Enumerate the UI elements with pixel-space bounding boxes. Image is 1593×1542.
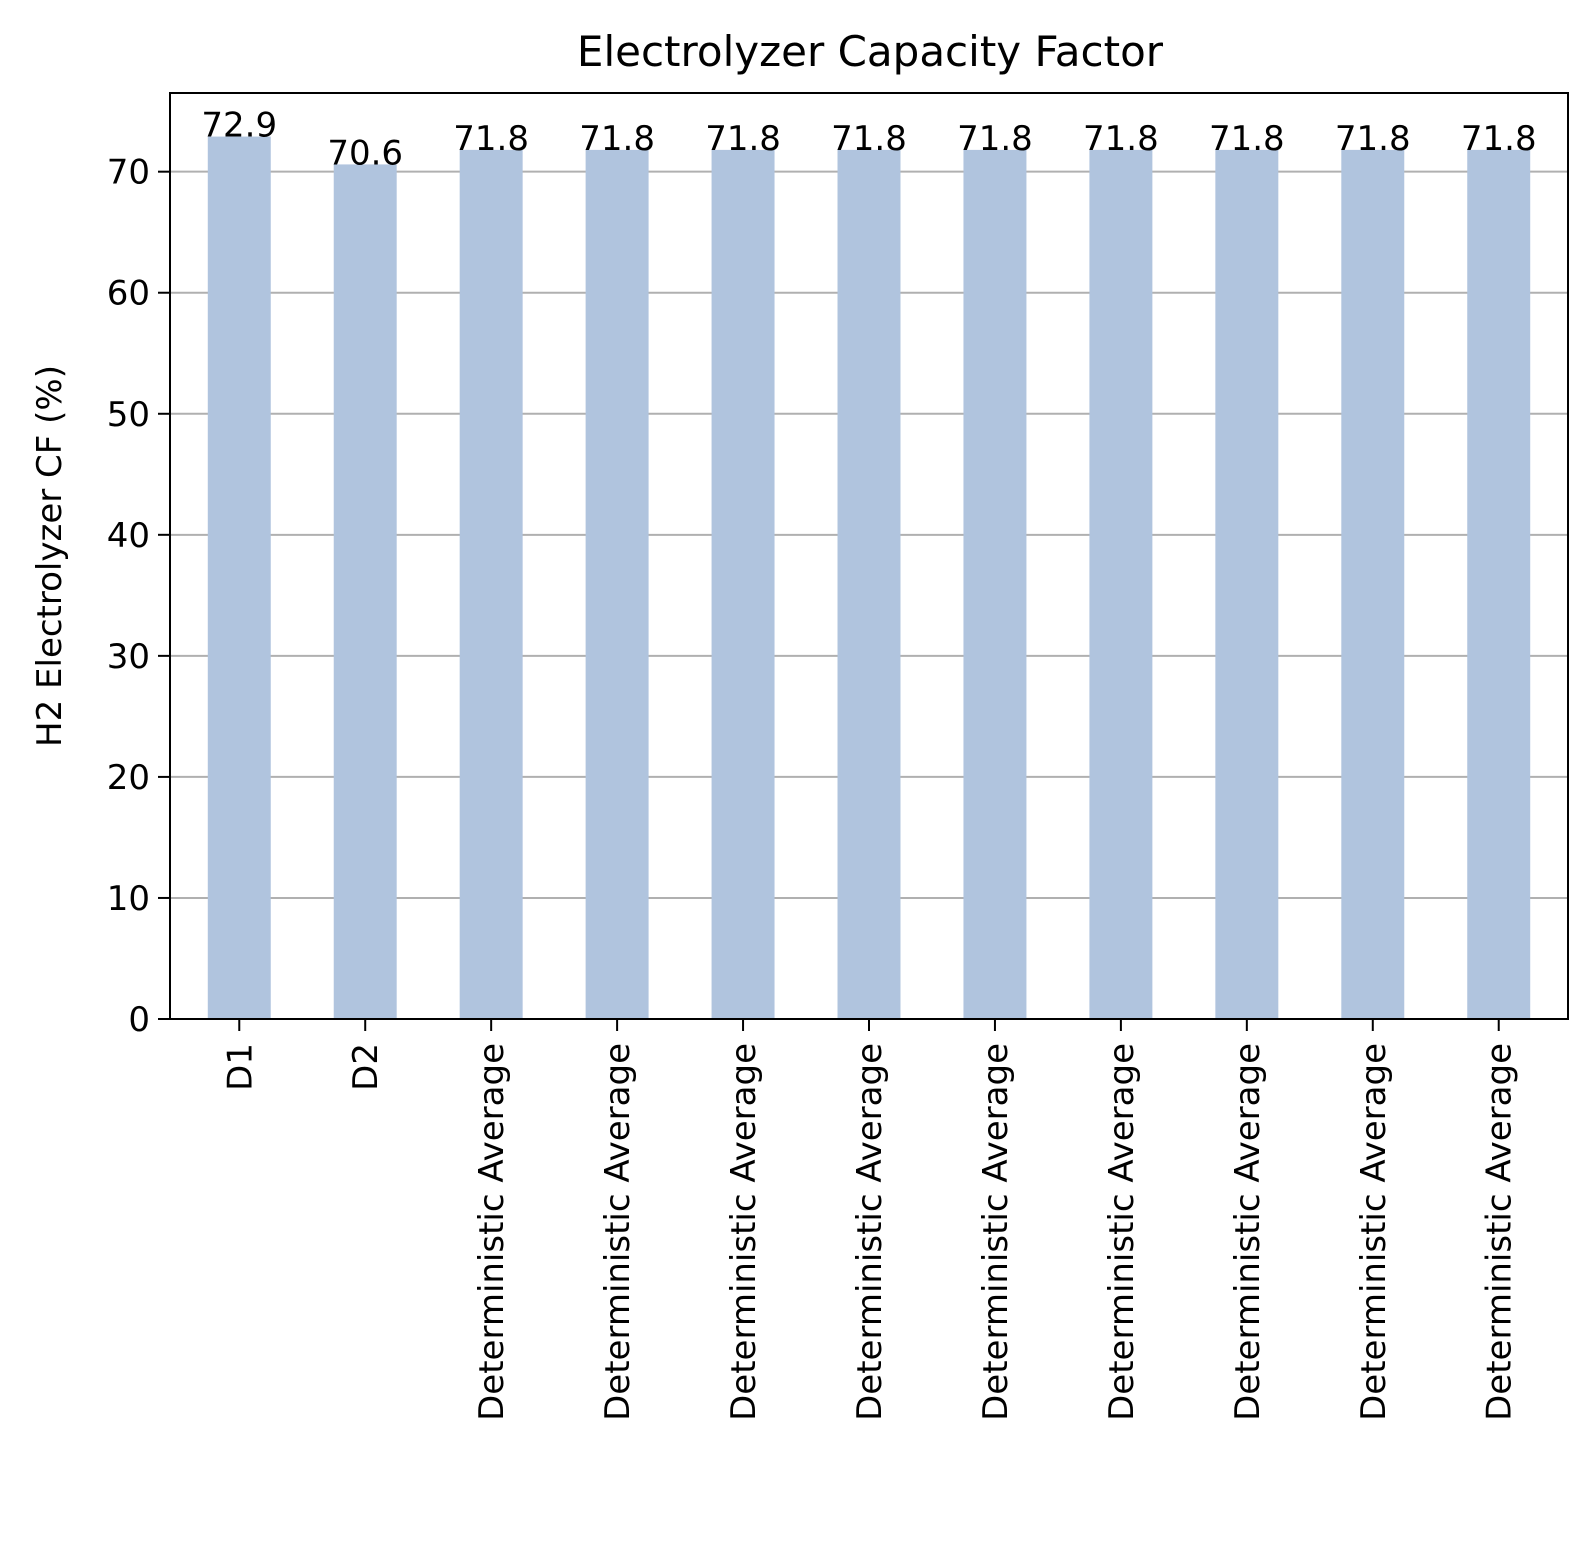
- bar: [963, 149, 1027, 1020]
- chart-title: Electrolyzer Capacity Factor: [577, 27, 1164, 76]
- bar: [1467, 149, 1531, 1020]
- x-tick-label: Deterministic Average: [1354, 1043, 1394, 1421]
- bar: [1089, 149, 1153, 1020]
- y-tick-label: 10: [107, 879, 150, 919]
- x-tick-label: Deterministic Average: [850, 1043, 890, 1421]
- bar-value-label: 71.8: [1461, 119, 1537, 159]
- bar: [1341, 149, 1405, 1020]
- bar: [1215, 149, 1279, 1020]
- bar: [333, 164, 397, 1019]
- bar-value-label: 72.9: [201, 106, 277, 146]
- bar-value-label: 71.8: [579, 119, 655, 159]
- bar: [837, 149, 901, 1020]
- bar-value-label: 71.8: [831, 119, 907, 159]
- x-tick-label: Deterministic Average: [1228, 1043, 1268, 1421]
- bar-value-label: 71.8: [1209, 119, 1285, 159]
- x-tick-label: Deterministic Average: [976, 1043, 1016, 1421]
- bar: [207, 136, 271, 1019]
- y-tick-label: 40: [107, 516, 150, 556]
- bar-value-label: 71.8: [705, 119, 781, 159]
- y-tick-label: 50: [107, 395, 150, 435]
- x-tick-label: D2: [346, 1043, 386, 1091]
- x-tick-label: D1: [220, 1043, 260, 1091]
- bar-value-label: 71.8: [1335, 119, 1411, 159]
- x-tick-label: Deterministic Average: [472, 1043, 512, 1421]
- bar: [711, 149, 775, 1020]
- x-tick-label: Deterministic Average: [598, 1043, 638, 1421]
- y-tick-label: 0: [128, 1000, 150, 1040]
- y-tick-label: 70: [107, 153, 150, 193]
- bar-value-label: 70.6: [327, 133, 403, 173]
- bar-value-label: 71.8: [1083, 119, 1159, 159]
- bar: [585, 149, 649, 1020]
- bars: [207, 136, 1531, 1020]
- y-tick-label: 60: [107, 274, 150, 314]
- x-tick-label: Deterministic Average: [724, 1043, 764, 1421]
- x-axis-ticks: D1 D2 Deterministic Average Deterministic A…: [220, 1019, 1520, 1421]
- y-tick-label: 20: [107, 758, 150, 798]
- bar: [459, 149, 523, 1020]
- y-axis-ticks: 0 10 20 30 40 50 60 70: [107, 153, 170, 1040]
- y-axis-label: H2 Electrolyzer CF (%): [30, 365, 70, 747]
- bar-value-label: 71.8: [453, 119, 529, 159]
- data-labels: 72.9 70.6 71.8 71.8 71.8 71.8 71.8 71.8 71.8 71.8…: [201, 106, 1536, 174]
- y-tick-label: 30: [107, 637, 150, 677]
- x-tick-label: Deterministic Average: [1480, 1043, 1520, 1421]
- x-tick-label: Deterministic Average: [1102, 1043, 1142, 1421]
- bar-value-label: 71.8: [957, 119, 1033, 159]
